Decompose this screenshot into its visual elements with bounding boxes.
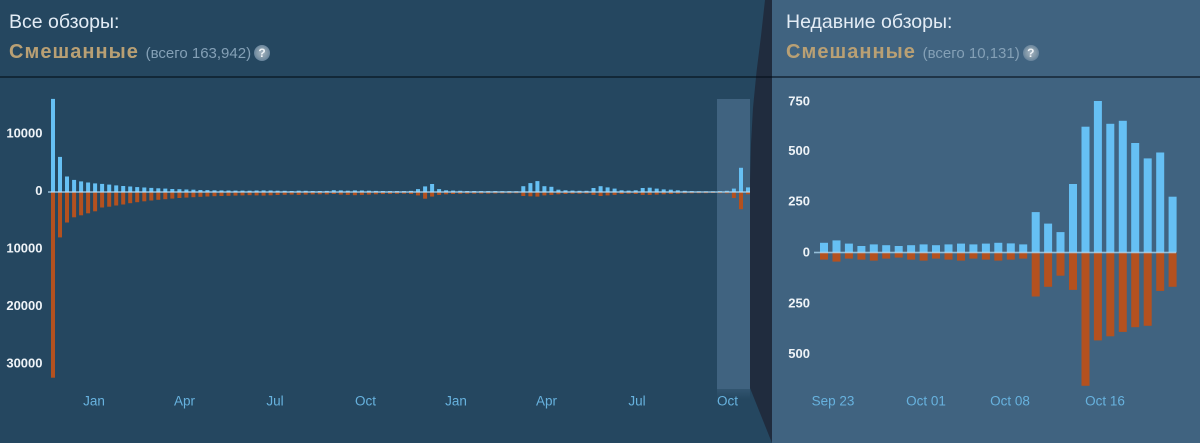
svg-text:Apr: Apr — [174, 394, 196, 409]
svg-text:Apr: Apr — [536, 394, 558, 409]
svg-text:Jul: Jul — [628, 394, 645, 409]
svg-text:Oct: Oct — [355, 394, 376, 409]
svg-text:Oct 01: Oct 01 — [906, 394, 946, 409]
svg-text:10000: 10000 — [6, 241, 42, 256]
svg-text:Oct: Oct — [717, 394, 738, 409]
svg-text:250: 250 — [788, 194, 810, 209]
svg-text:20000: 20000 — [6, 298, 42, 313]
svg-text:0: 0 — [35, 183, 42, 198]
svg-text:Oct 08: Oct 08 — [990, 394, 1030, 409]
svg-text:30000: 30000 — [6, 356, 42, 371]
svg-text:750: 750 — [788, 94, 810, 109]
svg-text:10000: 10000 — [6, 126, 42, 141]
svg-text:500: 500 — [788, 143, 810, 158]
svg-text:500: 500 — [788, 346, 810, 361]
svg-text:Jul: Jul — [266, 394, 283, 409]
svg-text:Jan: Jan — [83, 394, 105, 409]
svg-text:250: 250 — [788, 296, 810, 311]
svg-text:Oct 16: Oct 16 — [1085, 394, 1125, 409]
svg-text:0: 0 — [803, 245, 810, 260]
svg-text:Jan: Jan — [445, 394, 467, 409]
svg-text:Sep 23: Sep 23 — [812, 394, 855, 409]
